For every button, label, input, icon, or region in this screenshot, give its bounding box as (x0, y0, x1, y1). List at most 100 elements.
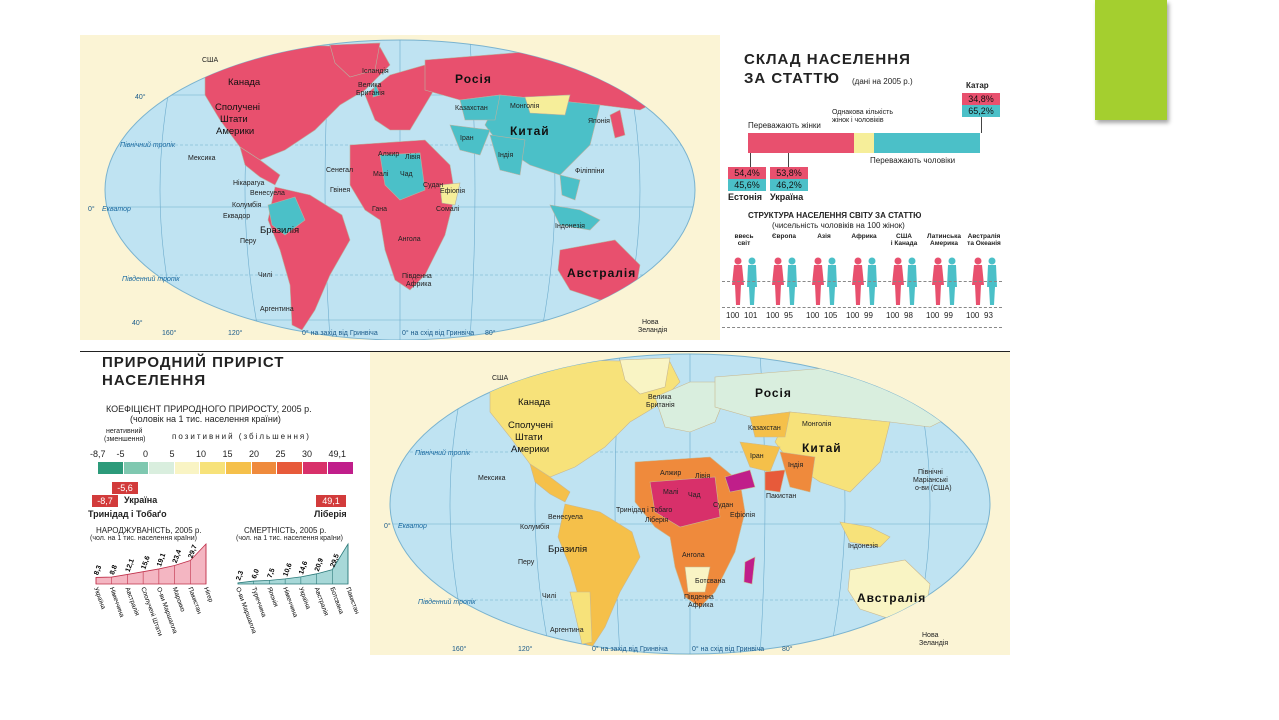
label-mongolia: Монголія (510, 102, 539, 110)
scale-bar (98, 462, 354, 474)
b-label-mariana-2: Маріанські (913, 476, 948, 484)
label-japan: Японія (588, 117, 610, 125)
wedge-value: 12,1 (125, 558, 136, 573)
b-label-kazakhstan: Казахстан (748, 425, 781, 432)
composition-title-1: СКЛАД НАСЕЛЕННЯ (744, 51, 911, 68)
label-kazakhstan: Казахстан (455, 105, 488, 112)
growth-panel: ПРИРОДНИЙ ПРИРІСТ НАСЕЛЕННЯ КОЕФІЦІЄНТ П… (80, 352, 370, 655)
positive-label: позитивний (збільшення) (172, 432, 311, 441)
scale-label: 25 (275, 449, 286, 459)
b-label-liberia: Ліберія (645, 516, 668, 524)
b-label-nz-2: Зеландія (919, 639, 948, 647)
label-philippines: Філіппіни (575, 167, 605, 175)
ukraine-growth-label: Україна (124, 495, 158, 505)
accent-bar (1095, 0, 1167, 120)
b-label-mali: Малі (663, 488, 679, 496)
trinidad-label: Тринідад і Тобаґо (88, 509, 167, 519)
scale-label: 5 (169, 449, 175, 459)
region-figures (970, 255, 1000, 307)
scale-label: 49,1 (328, 449, 347, 459)
label-sudan: Судан (423, 182, 443, 189)
region-figures (770, 255, 800, 307)
label-ghana: Гана (372, 206, 387, 213)
equal-bar (854, 133, 874, 153)
north-america-shape (204, 44, 391, 161)
b-label-india: Індія (788, 461, 803, 469)
trinidad-box: -8,7 (92, 495, 118, 507)
label-chad: Чад (400, 171, 413, 178)
lon160-label: 160° (162, 329, 177, 337)
label-nicaragua: Нікарагуа (233, 179, 264, 187)
structure-title-1: СТРУКТУРА НАСЕЛЕННЯ СВІТУ ЗА СТАТТЮ (748, 211, 922, 220)
scale-label: 20 (249, 449, 260, 459)
ukraine-women-box: 53,8% (770, 167, 808, 179)
growth-title-2: НАСЕЛЕННЯ (102, 372, 207, 389)
region-name: ввесь (734, 233, 754, 240)
b-lat0-label: 0° (384, 522, 391, 530)
top-map-panel: 40° Північний тропік 0° Екватор Південни… (80, 35, 720, 340)
scale-swatch (174, 462, 201, 474)
scale-label: -5 (116, 449, 125, 459)
label-russia: Росія (455, 72, 492, 86)
region-men-value: 93 (984, 311, 993, 320)
qatar-label: Катар (966, 81, 989, 90)
b-label-libya: Лівія (695, 472, 710, 480)
b-label-iran: Іран (750, 453, 764, 460)
equal-label-2: жінок і чоловіків (832, 117, 884, 124)
wedge-country: Нігер (202, 586, 215, 604)
wedge-value: 50,7 (203, 542, 214, 543)
label-usa: США (202, 57, 218, 64)
region-name: Європа (771, 233, 797, 240)
b-label-mexico: Мексика (478, 475, 506, 482)
label-iceland: Ісландія (362, 67, 389, 75)
liberia-box: 49,1 (316, 495, 346, 507)
region-women-value: 100 (766, 311, 780, 320)
women-prevail-label: Переважають жінки (748, 121, 821, 130)
lat40n-label: 40° (135, 93, 146, 101)
scale-label: 0 (143, 449, 149, 459)
region-women-value: 100 (926, 311, 940, 320)
wedge-value: 10,6 (282, 562, 293, 577)
b-label-angola: Ангола (682, 552, 705, 559)
estonia-men-box: 45,6% (728, 179, 766, 191)
composition-title-2: ЗА СТАТТЮ (744, 70, 840, 87)
scale-swatch (225, 462, 252, 474)
label-ethiopia: Ефіопія (440, 187, 465, 195)
wedge-country: Австралія (313, 586, 331, 617)
deaths-chart: 2,3О-ви Маршалла6,0Туреччина7,5Японія10,… (234, 542, 360, 635)
estonia-women-box: 54,4% (728, 167, 766, 179)
scale-swatch (200, 462, 226, 474)
scale-swatch (149, 462, 175, 474)
wedge-value: 23,4 (172, 549, 183, 564)
label-senegal: Сенегал (326, 167, 353, 174)
label-iran: Іран (460, 135, 474, 142)
b-west-label: 0° на захід від Гринвіча (592, 645, 668, 653)
b-label-us-1: Сполучені (508, 420, 553, 431)
label-guinea: Гвінея (330, 186, 350, 194)
b-label-mariana-3: о-ви (США) (915, 485, 952, 492)
b-label-mongolia: Монголія (802, 420, 831, 428)
wedge-country: Ботсвана (328, 586, 344, 615)
scale-swatch (123, 462, 150, 474)
composition-note: (дані на 2005 р.) (852, 77, 913, 86)
coef-sub: (чоловік на 1 тис. населення країни) (130, 414, 281, 424)
label-ecuador: Еквадор (223, 213, 250, 220)
label-somalia: Сомалі (436, 205, 460, 213)
wedge-value: 19,1 (156, 552, 167, 567)
region-name: Латинська (927, 233, 961, 240)
ukraine-label: Україна (770, 192, 804, 202)
b-label-algeria: Алжир (660, 470, 681, 477)
region-men-value: 98 (904, 311, 913, 320)
label-chile: Чилі (258, 271, 273, 279)
region-figures (890, 255, 920, 307)
qatar-men-box: 65,2% (962, 105, 1000, 117)
b-label-botswana: Ботсвана (695, 578, 725, 585)
region-men-value: 101 (744, 311, 758, 320)
label-australia: Австралія (567, 266, 636, 280)
b-label-nz-1: Нова (922, 632, 939, 639)
wedge-value: 2,3 (235, 570, 245, 582)
east-label: 0° на схід від Гринвіча (402, 329, 474, 337)
region-name: Азія (817, 233, 831, 240)
b-label-usa: США (492, 375, 508, 382)
deaths-sub: (чол. на 1 тис. населення країни) (236, 535, 344, 542)
